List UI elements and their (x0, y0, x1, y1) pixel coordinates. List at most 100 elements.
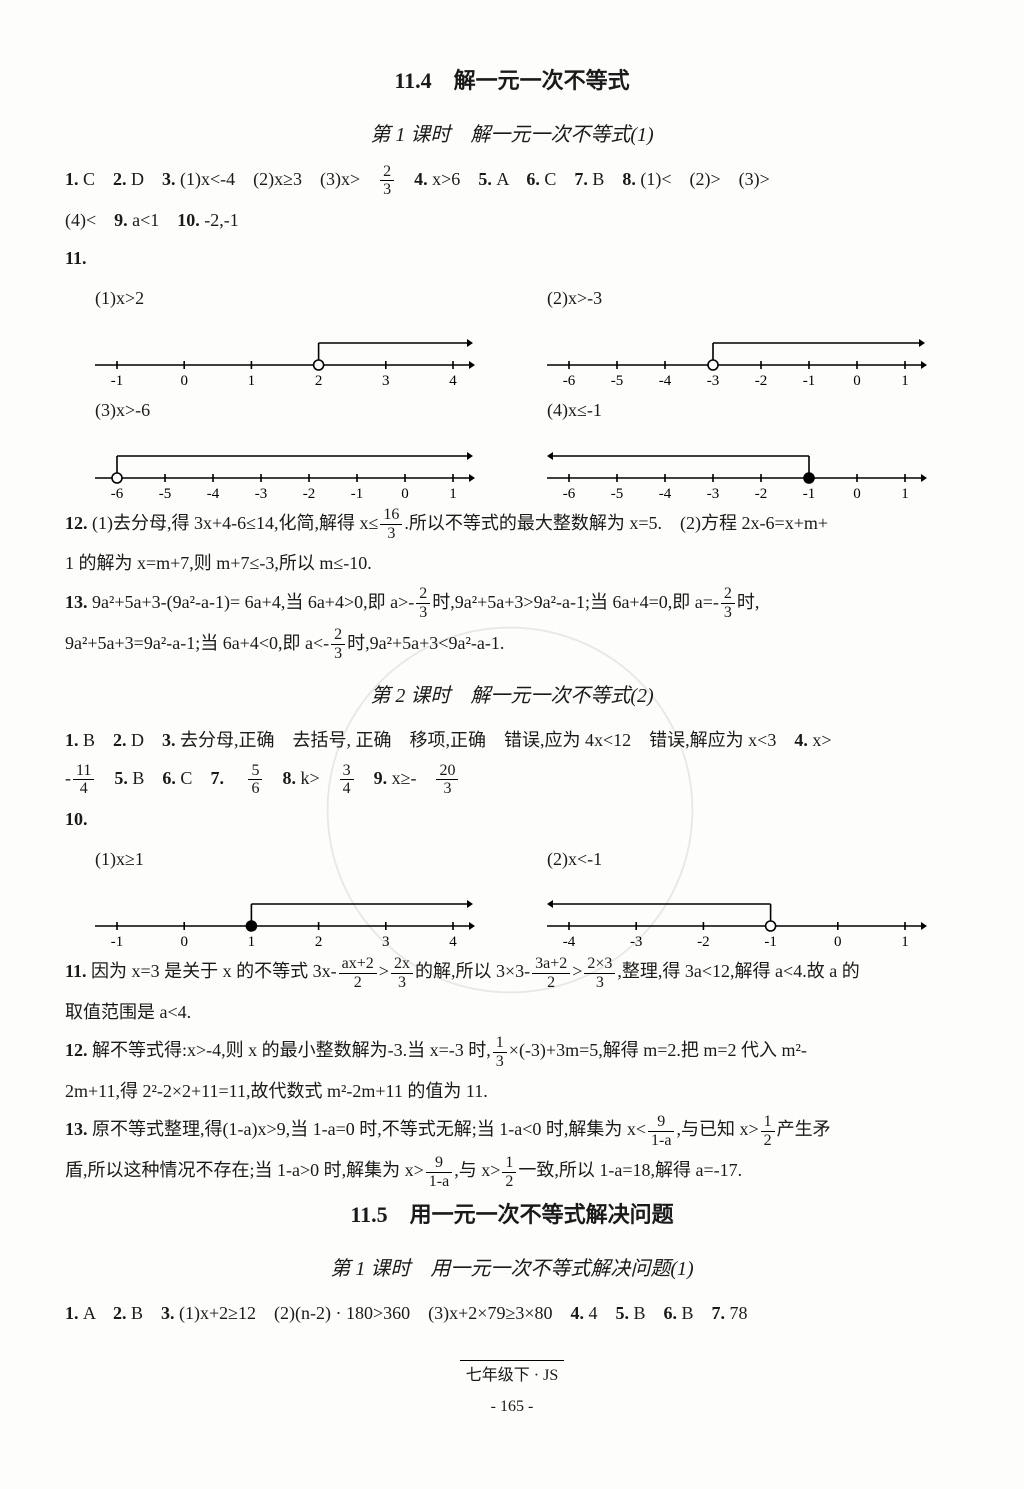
q13-a: 9a²+5a+3-(9a²-a-1)= 6a+4,当 6a+4>0,即 a>- (92, 592, 414, 612)
l2q13b: ,与已知 x> (676, 1119, 758, 1139)
svg-text:-3: -3 (707, 486, 720, 500)
svg-text:0: 0 (180, 934, 188, 948)
numline-grid-2: (1)x≥1-101234(2)x<-1-4-3-2-101 (65, 842, 959, 948)
svg-text:-5: -5 (611, 373, 624, 387)
numline-cell: (2)x>-3-6-5-4-3-2-101 (547, 281, 959, 387)
numline-cell: (1)x≥1 -1 0 1 2 3 4 (95, 842, 507, 948)
q12-text-a: (1)去分母,得 3x+4-6≤14,化简,解得 x≤ (92, 513, 378, 533)
l2q12f1: 13 (491, 1040, 509, 1060)
svg-text:3: 3 (382, 934, 390, 948)
l2q13f: 一致,所以 1-a=18,解得 a=-17. (518, 1160, 742, 1180)
l2q13f4: 12 (500, 1160, 518, 1180)
svg-text:-2: -2 (755, 486, 768, 500)
svg-text:1: 1 (449, 486, 457, 500)
svg-text:0: 0 (853, 486, 861, 500)
numline-label: (4)x≤-1 (547, 393, 959, 427)
svg-text:-1: -1 (764, 934, 777, 948)
number-line: -4-3-2-101 (547, 878, 927, 948)
numline-label: (1)x≥1 (95, 842, 507, 876)
numline-cell: (3)x>-6-6-5-4-3-2-101 (95, 393, 507, 499)
svg-text:2: 2 (315, 934, 323, 948)
svg-text:-3: -3 (255, 486, 268, 500)
q13-num: 13. (65, 592, 88, 612)
l2q12c: 2m+11,得 2²-2×2+11=11,故代数式 m²-2m+11 的值为 1… (65, 1074, 959, 1108)
q12-text-b: .所以不等式的最大整数解为 x=5. (2)方程 2x-6=x+m+ (404, 513, 828, 533)
q13-line-2: 9a²+5a+3=9a²-a-1;当 6a+4<0,即 a<-23时,9a²+5… (65, 626, 959, 663)
q11-label: 11. (65, 241, 959, 275)
q13-d: 9a²+5a+3=9a²-a-1;当 6a+4<0,即 a<- (65, 633, 329, 653)
numline-grid-1: (1)x>2-101234(2)x>-3-6-5-4-3-2-101(3)x>-… (65, 281, 959, 499)
svg-text:1: 1 (901, 934, 909, 948)
svg-text:-6: -6 (563, 486, 576, 500)
svg-text:-1: -1 (111, 934, 124, 948)
l2q11f4: 2×33 (582, 961, 617, 981)
numline-label: (2)x>-3 (547, 281, 959, 315)
numline-label: (2)x<-1 (547, 842, 959, 876)
l2q12b: ×(-3)+3m=5,解得 m=2.把 m=2 代入 m²- (509, 1040, 807, 1060)
answers-line-11-5: 1. A 2. B 3. (1)x+2≥12 (2)(n-2) · 180>36… (65, 1296, 959, 1330)
svg-text:-2: -2 (303, 486, 316, 500)
l2q11f3: 3a+22 (530, 961, 572, 981)
number-line: -6-5-4-3-2-101 (95, 430, 475, 500)
l2q11d: > (572, 961, 582, 981)
q12-num: 12. (65, 513, 88, 533)
q13-f2: 23 (719, 592, 737, 612)
l2-q13-line-1: 13. 原不等式整理,得(1-a)x>9,当 1-a=0 时,不等式无解;当 1… (65, 1112, 959, 1149)
l2-q12-num: 12. (65, 1040, 88, 1060)
l2q11e: ,整理,得 3a<12,解得 a<4.故 a 的 (617, 961, 859, 981)
q13-b: 时,9a²+5a+3>9a²-a-1;当 6a+4=0,即 a=- (432, 592, 719, 612)
svg-text:-4: -4 (659, 373, 672, 387)
answers-line-l2-2: -114 5. B 6. C 7. 56 8. k> 34 9. x≥- 203 (65, 761, 959, 798)
svg-text:-3: -3 (707, 373, 720, 387)
svg-text:2: 2 (315, 373, 323, 387)
l2-q13-line-2: 盾,所以这种情况不存在;当 1-a>0 时,解集为 x>91-a,与 x>12一… (65, 1153, 959, 1190)
svg-text:0: 0 (180, 373, 188, 387)
svg-text:-1: -1 (803, 486, 816, 500)
l2q13e: ,与 x> (454, 1160, 500, 1180)
number-line: -1 0 1 2 3 4 (95, 317, 475, 387)
numline-label: (1)x>2 (95, 281, 507, 315)
number-line: -1 0 1 2 3 4 (95, 878, 475, 948)
l2q11c: 的解,所以 3×3- (415, 961, 530, 981)
svg-text:-2: -2 (697, 934, 710, 948)
svg-text:1: 1 (248, 373, 256, 387)
svg-text:4: 4 (449, 934, 457, 948)
svg-text:1: 1 (248, 934, 256, 948)
svg-text:-5: -5 (159, 486, 172, 500)
svg-text:-4: -4 (207, 486, 220, 500)
svg-text:-1: -1 (803, 373, 816, 387)
lesson-title-11-4-2: 第 2 课时 解一元一次不等式(2) (65, 677, 959, 715)
svg-text:-4: -4 (563, 934, 576, 948)
q13-f1: 23 (414, 592, 432, 612)
svg-text:1: 1 (901, 373, 909, 387)
q12-line-1: 12. (1)去分母,得 3x+4-6≤14,化简,解得 x≤163.所以不等式… (65, 506, 959, 543)
svg-text:-5: -5 (611, 486, 624, 500)
svg-text:4: 4 (449, 373, 457, 387)
svg-text:-4: -4 (659, 486, 672, 500)
l2q13f3: 91-a (424, 1160, 454, 1180)
page-footer: 七年级下 · JS - 165 - (65, 1360, 959, 1422)
l2-q11-num: 11. (65, 961, 87, 981)
l2q13d: 盾,所以这种情况不存在;当 1-a>0 时,解集为 x> (65, 1160, 424, 1180)
l2q13c: 产生矛 (777, 1119, 831, 1139)
answers-line-l2-1: 1. B 2. D 3. 去分母,正确 去括号, 正确 移项,正确 错误,应为 … (65, 723, 959, 757)
l2q13a: 原不等式整理,得(1-a)x>9,当 1-a=0 时,不等式无解;当 1-a<0… (92, 1119, 646, 1139)
q13-line-1: 13. 9a²+5a+3-(9a²-a-1)= 6a+4,当 6a+4>0,即 … (65, 585, 959, 622)
number-line: -6 -5 -4 -3 -2 -1 0 1 (547, 430, 927, 500)
section-title-11-5: 11.5 用一元一次不等式解决问题 (65, 1194, 959, 1236)
l2-q13-num: 13. (65, 1119, 88, 1139)
svg-text:1: 1 (901, 486, 909, 500)
svg-text:0: 0 (834, 934, 842, 948)
svg-text:-1: -1 (111, 373, 124, 387)
q12-line-2: 1 的解为 x=m+7,则 m+7≤-3,所以 m≤-10. (65, 546, 959, 580)
q13-e: 时,9a²+5a+3<9a²-a-1. (347, 633, 504, 653)
q10-num: 10. (65, 809, 88, 829)
lesson-title-11-5-1: 第 1 课时 用一元一次不等式解决问题(1) (65, 1250, 959, 1288)
footer-page-num: - 165 - (491, 1398, 534, 1415)
numline-cell: (4)x≤-1 -6 -5 -4 -3 -2 -1 0 1 (547, 393, 959, 499)
svg-text:0: 0 (853, 373, 861, 387)
q13-c: 时, (737, 592, 760, 612)
svg-text:3: 3 (382, 373, 390, 387)
l2q11a: 因为 x=3 是关于 x 的不等式 3x- (91, 961, 337, 981)
l2q13f2: 12 (759, 1119, 777, 1139)
